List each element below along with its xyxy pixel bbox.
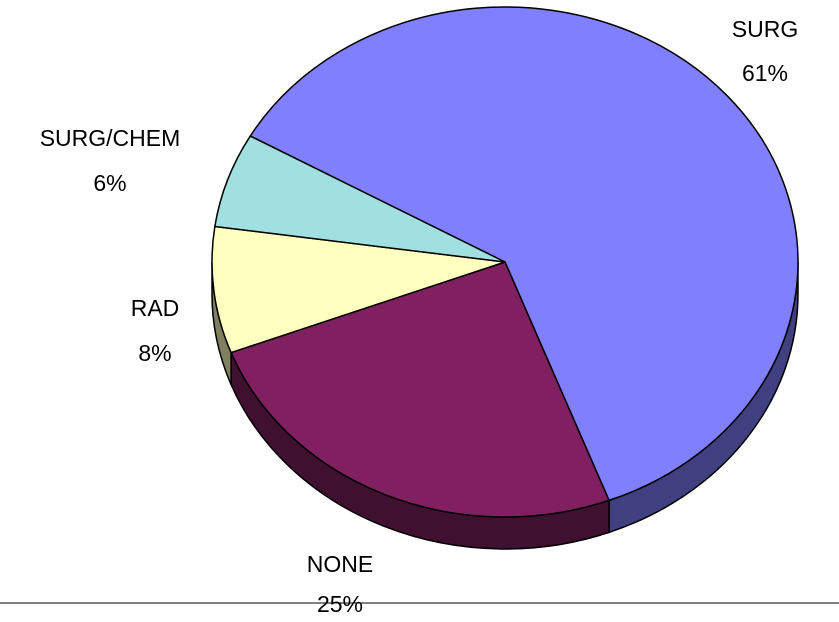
slice-value-label: 25% xyxy=(317,591,363,617)
slice-label: SURG xyxy=(732,16,798,42)
slice-label: RAD xyxy=(131,295,180,321)
slice xyxy=(230,261,611,518)
slice xyxy=(249,6,799,502)
slice-value-label: 6% xyxy=(93,170,126,196)
slice xyxy=(211,225,506,354)
slice-value-label: 61% xyxy=(742,60,788,86)
slice xyxy=(213,135,506,263)
slice-label: SURG/CHEM xyxy=(40,125,181,151)
slice-value-label: 8% xyxy=(138,340,171,366)
slice-label: NONE xyxy=(307,551,373,577)
